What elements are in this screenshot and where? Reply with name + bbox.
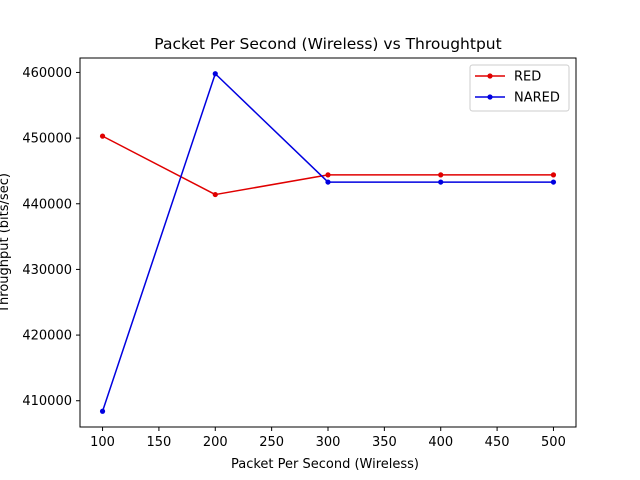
y-axis-ticks: 410000 420000 430000 440000 450000 460000 xyxy=(22,66,80,409)
x-axis-label: Packet Per Second (Wireless) xyxy=(231,457,419,472)
chart-title: Packet Per Second (Wireless) vs Throught… xyxy=(154,35,501,53)
y-tick-label: 430000 xyxy=(22,263,72,278)
series-line-red xyxy=(102,135,554,196)
x-tick-label: 100 xyxy=(90,435,115,450)
data-point-red xyxy=(550,172,557,178)
series-layer xyxy=(99,71,557,414)
x-tick-label: 300 xyxy=(316,435,341,450)
data-point-nared xyxy=(325,179,331,185)
y-axis-label: Throughput (bits/sec) xyxy=(0,173,12,314)
y-tick-label: 460000 xyxy=(22,66,72,81)
y-tick-label: 420000 xyxy=(22,329,72,344)
y-tick-label: 440000 xyxy=(22,197,72,212)
x-tick-label: 450 xyxy=(485,435,510,450)
data-point-nared xyxy=(212,71,218,77)
legend: RED NARED xyxy=(469,64,570,112)
data-point-nared xyxy=(99,408,106,414)
x-tick-label: 500 xyxy=(541,435,566,450)
x-tick-label: 250 xyxy=(259,435,284,450)
x-tick-label: 400 xyxy=(428,435,453,450)
legend-label-red: RED xyxy=(514,70,541,85)
legend-marker-red xyxy=(487,73,493,79)
x-tick-label: 200 xyxy=(203,435,228,450)
series-line-nared xyxy=(101,73,554,412)
data-point-red xyxy=(325,172,331,178)
data-point-nared xyxy=(438,179,444,185)
legend-marker-nared xyxy=(487,94,493,100)
data-point-red xyxy=(99,133,106,139)
plot-area-frame xyxy=(79,57,577,428)
y-tick-label: 410000 xyxy=(22,394,72,409)
x-axis-ticks: 100 150 200 250 300 350 400 450 500 xyxy=(90,427,566,450)
data-point-red xyxy=(212,191,218,198)
x-tick-label: 350 xyxy=(372,435,397,450)
legend-label-nared: NARED xyxy=(514,91,560,106)
x-tick-label: 150 xyxy=(146,435,171,450)
data-point-red xyxy=(438,172,444,178)
data-point-nared xyxy=(550,179,557,185)
y-tick-label: 450000 xyxy=(22,132,72,147)
